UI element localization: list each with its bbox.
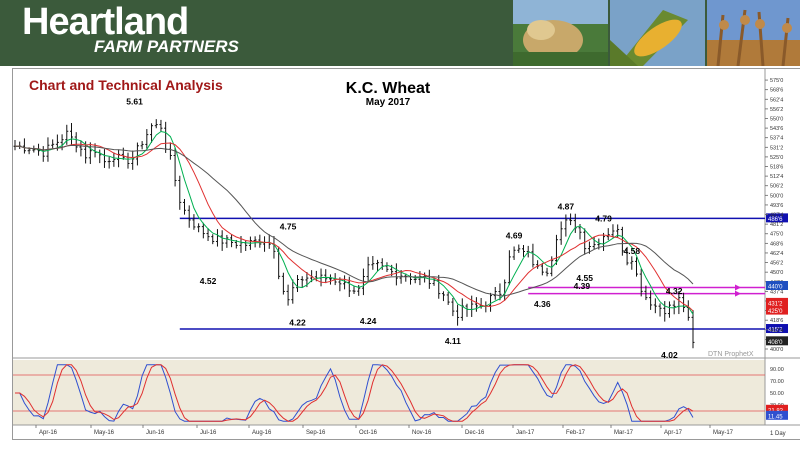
price-annotation-13: 4.32	[666, 286, 683, 296]
x-tick-label-6: Oct-16	[359, 430, 378, 436]
moving-average-fast-ma	[15, 130, 694, 315]
moving-average-slow-ma	[15, 144, 694, 297]
price-annotation-1: 4.75	[280, 221, 297, 231]
moving-average-mid-ma	[15, 142, 694, 312]
brand-title: Heartland	[22, 1, 189, 43]
chart-svg: 486'6 415'2 575'0 568'6 562'4 556'2 550'0 543'…	[13, 69, 800, 437]
chart-panel: 486'6 415'2 575'0 568'6 562'4 556'2 550'0 543'…	[12, 68, 800, 440]
price-tag-1: 431'2	[768, 301, 783, 307]
target-arrow-0	[735, 284, 741, 291]
y-tick-label-1: 568'6	[770, 88, 783, 94]
x-tick-label-1: May-16	[94, 430, 115, 436]
x-tick-label-8: Dec-16	[465, 430, 485, 436]
y-tick-label-6: 537'4	[770, 136, 783, 142]
line-tag-bg-1	[766, 324, 788, 334]
x-tick-label-4: Aug-16	[252, 430, 272, 436]
price-tag-2: 425'0	[768, 309, 783, 315]
price-annotation-2: 4.52	[200, 276, 217, 286]
price-tag-bg-1	[766, 297, 788, 307]
x-tick-label-3: Jul-16	[200, 430, 217, 436]
price-annotation-3: 4.22	[289, 318, 306, 328]
chart-title: K.C. Wheat	[346, 80, 431, 97]
price-tag-bg-2	[766, 305, 788, 315]
price-annotation-5: 4.11	[445, 336, 461, 346]
brand-subtitle: FARM PARTNERS	[94, 37, 239, 56]
oscillator-tick-2: 50.00	[770, 391, 784, 397]
y-tick-label-13: 493'6	[770, 203, 783, 209]
y-tick-label-19: 456'2	[770, 261, 783, 267]
y-tick-label-20: 450'0	[770, 270, 783, 276]
y-tick-label-0: 575'0	[770, 78, 783, 84]
price-annotation-11: 4.36	[534, 299, 551, 309]
soybean-photo	[707, 0, 800, 66]
y-tick-label-28: 400'0	[770, 347, 783, 353]
oscillator-tag-bg-0	[766, 404, 788, 414]
y-tick-label-2: 562'4	[770, 97, 783, 103]
y-tick-label-25: 418'6	[770, 318, 783, 324]
chart-subtitle: May 2017	[366, 97, 411, 108]
cow-photo	[513, 0, 608, 66]
oscillator-tick-1: 70.00	[770, 379, 784, 385]
corn-photo	[610, 0, 705, 66]
y-tick-label-5: 543'6	[770, 126, 783, 132]
y-tick-label-16: 475'0	[770, 232, 783, 238]
x-tick-label-9: Jan-17	[516, 430, 535, 436]
oscillator-tick-0: 90.00	[770, 367, 784, 373]
y-tick-label-7: 531'2	[770, 145, 783, 151]
oscillator-line-slow	[15, 364, 694, 422]
line-tag-0: 486'6	[768, 217, 783, 223]
x-tick-label-2: Jun-16	[146, 430, 165, 436]
y-tick-label-3: 556'2	[770, 107, 783, 113]
price-annotation-7: 4.87	[558, 201, 575, 211]
x-tick-label-5: Sep-16	[306, 430, 326, 436]
price-annotation-8: 4.79	[595, 214, 612, 224]
oscillator-background	[13, 360, 765, 425]
y-tick-label-10: 512'4	[770, 174, 783, 180]
y-tick-label-8: 525'0	[770, 155, 783, 161]
y-tick-label-18: 462'4	[770, 251, 783, 257]
target-arrow-1	[735, 290, 741, 297]
oscillator-line-fast	[15, 364, 694, 422]
chart-corner-title: Chart and Technical Analysis	[29, 77, 223, 93]
line-tag-bg-0	[766, 213, 788, 223]
price-annotation-9: 4.55	[576, 273, 593, 283]
price-tag-bg-3	[766, 336, 788, 346]
price-annotation-6: 4.69	[506, 231, 523, 241]
price-annotation-0: 5.61	[126, 97, 143, 107]
price-tag-3: 408'0	[768, 340, 783, 346]
x-tick-label-13: May-17	[713, 430, 734, 436]
header-banner: Heartland FARM PARTNERS	[0, 0, 800, 66]
price-tag-0: 440'0	[768, 284, 783, 290]
x-tick-label-10: Feb-17	[566, 430, 586, 436]
price-annotation-12: 4.39	[574, 281, 591, 291]
y-tick-label-11: 506'2	[770, 184, 783, 190]
x-tick-label-0: Apr-16	[39, 430, 58, 436]
price-annotation-14: 4.02	[661, 350, 678, 360]
y-tick-label-15: 481'2	[770, 222, 783, 228]
y-tick-label-22: 437'4	[770, 289, 783, 295]
oscillator-tag-1: 11.45	[768, 414, 783, 420]
y-tick-label-14: 487'4	[770, 213, 783, 219]
x-axis-corner-label: 1 Day	[770, 431, 786, 437]
x-tick-label-7: Nov-16	[412, 430, 432, 436]
watermark: DTN ProphetX	[708, 351, 754, 358]
price-annotation-10: 4.58	[624, 246, 641, 256]
line-tag-1: 415'2	[768, 328, 783, 334]
x-tick-label-12: Apr-17	[664, 430, 683, 436]
y-tick-label-12: 500'0	[770, 193, 783, 199]
header-photos	[513, 0, 800, 66]
x-tick-label-11: Mar-17	[614, 430, 634, 436]
price-tag-bg-0	[766, 280, 788, 290]
y-tick-label-26: 412'4	[770, 328, 783, 334]
price-annotation-4: 4.24	[360, 316, 377, 326]
oscillator-tag-bg-1	[766, 410, 788, 420]
y-tick-label-17: 468'6	[770, 241, 783, 247]
y-tick-label-9: 518'6	[770, 165, 783, 171]
y-tick-label-4: 550'0	[770, 116, 783, 122]
